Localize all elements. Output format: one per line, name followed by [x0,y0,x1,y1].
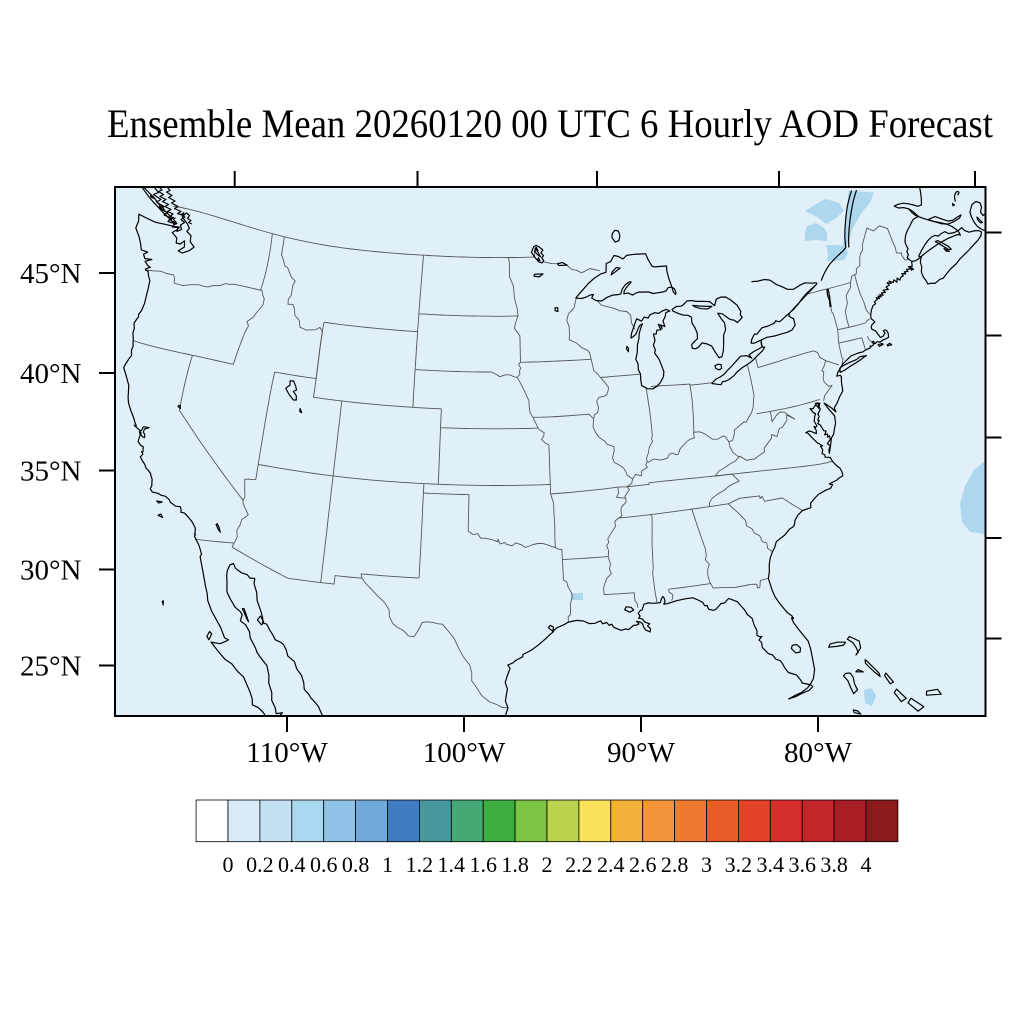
svg-text:3.6: 3.6 [788,852,816,877]
svg-text:100°W: 100°W [423,737,506,769]
svg-text:80°W: 80°W [784,737,853,769]
svg-text:3.8: 3.8 [820,852,848,877]
svg-text:2.4: 2.4 [597,852,625,877]
svg-text:0.6: 0.6 [310,852,338,877]
svg-text:0.4: 0.4 [278,852,306,877]
svg-text:4: 4 [861,852,872,877]
svg-text:90°W: 90°W [607,737,676,769]
svg-text:25°N: 25°N [20,650,82,682]
svg-text:40°N: 40°N [20,358,82,390]
svg-text:Ensemble Mean 20260120 00 UTC: Ensemble Mean 20260120 00 UTC 6 Hourly A… [107,101,993,146]
svg-text:3.4: 3.4 [757,852,785,877]
svg-text:110°W: 110°W [246,737,328,769]
svg-text:1.4: 1.4 [438,852,466,877]
svg-text:1.6: 1.6 [469,852,497,877]
svg-text:3: 3 [701,852,712,877]
svg-text:0.2: 0.2 [246,852,274,877]
svg-text:3.2: 3.2 [725,852,753,877]
svg-text:2: 2 [542,852,553,877]
svg-text:35°N: 35°N [20,455,82,487]
svg-text:2.6: 2.6 [629,852,657,877]
svg-text:2.2: 2.2 [565,852,593,877]
svg-text:30°N: 30°N [20,554,82,586]
svg-text:2.8: 2.8 [661,852,689,877]
svg-text:1.8: 1.8 [501,852,529,877]
svg-text:45°N: 45°N [20,258,82,290]
svg-text:0.8: 0.8 [342,852,370,877]
svg-text:1.2: 1.2 [406,852,434,877]
svg-text:1: 1 [382,852,393,877]
svg-text:0: 0 [223,852,234,877]
